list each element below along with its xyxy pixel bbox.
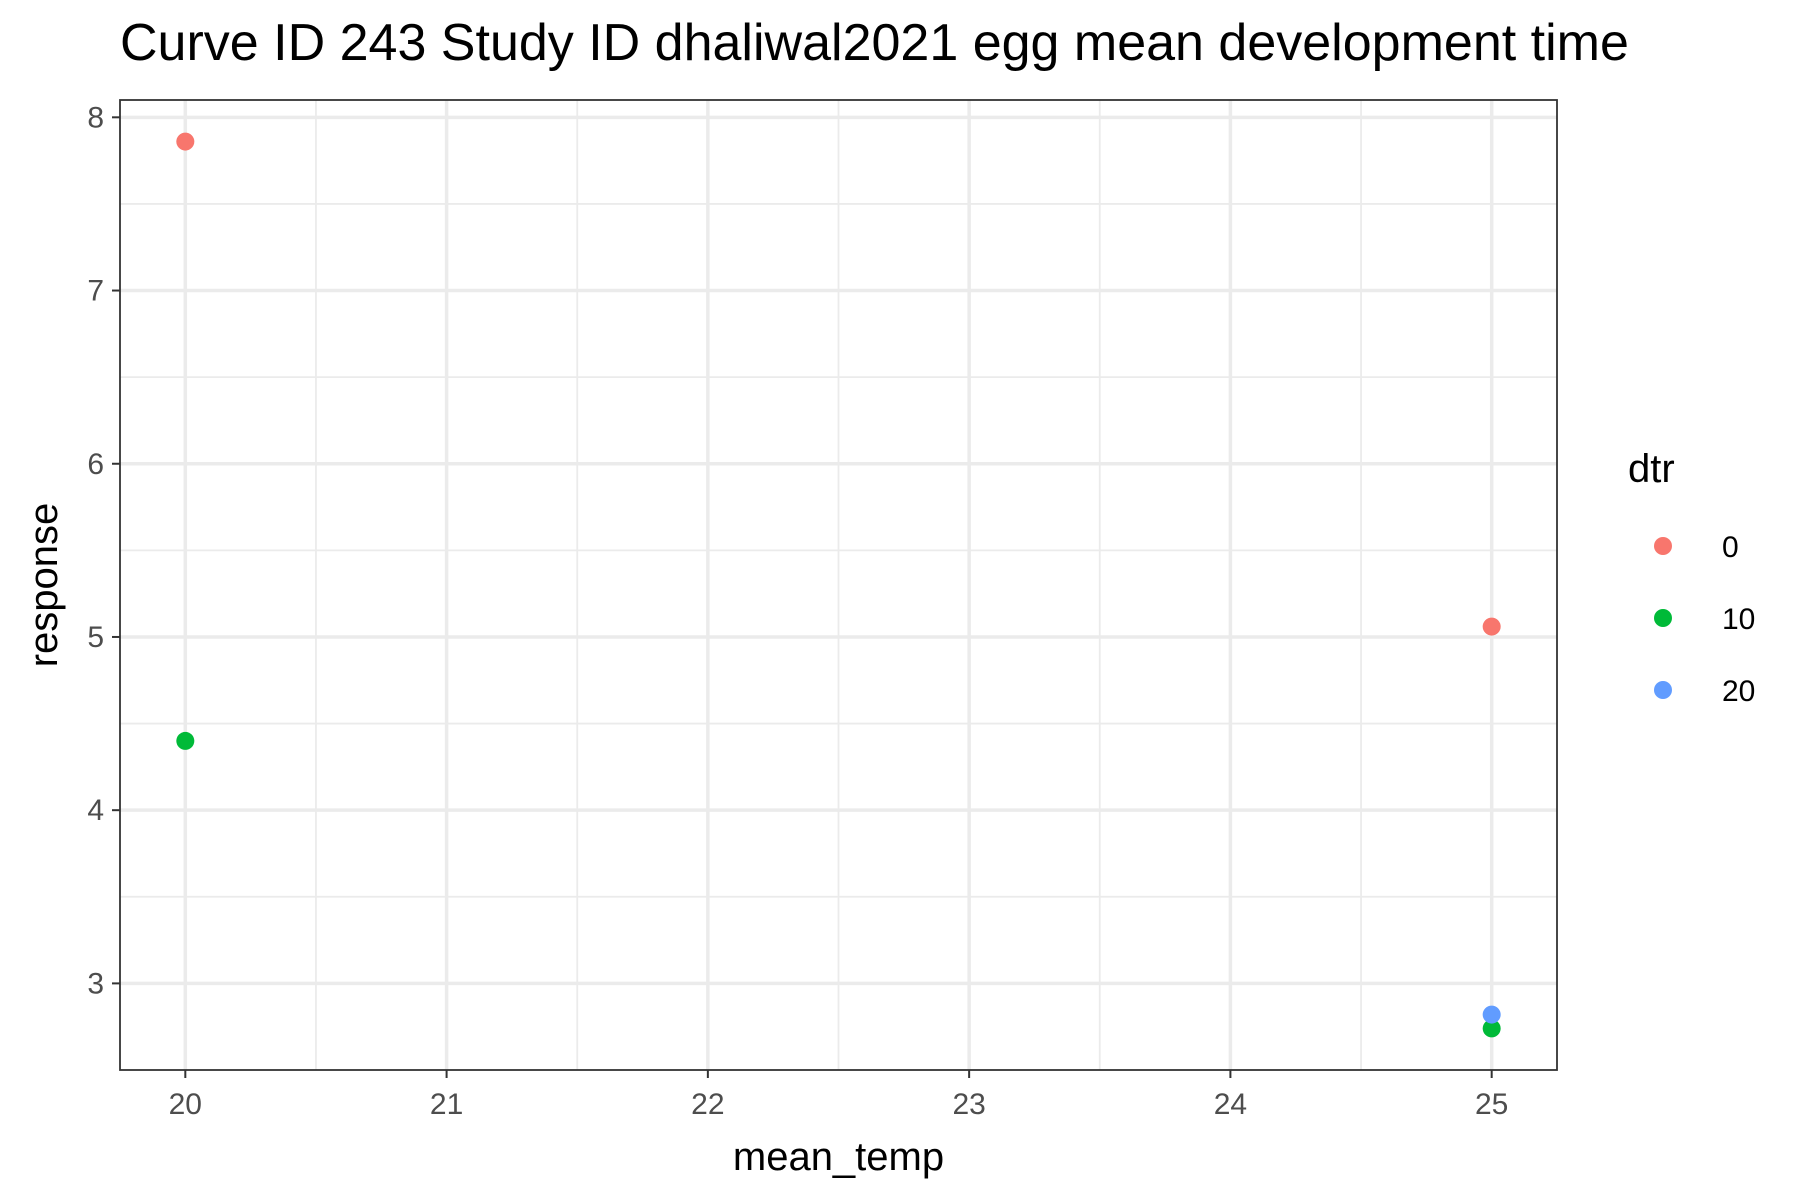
panel-border [119, 99, 1558, 1071]
x-tick-label: 25 [1475, 1088, 1508, 1121]
y-tick-label: 6 [87, 448, 104, 481]
data-points [176, 132, 1501, 1038]
legend-label-dtr-20: 20 [1722, 675, 1755, 708]
minor-gridlines [120, 100, 1557, 1070]
data-point-dtr-0 [176, 132, 195, 151]
y-tick-label: 7 [87, 275, 104, 308]
chart-title: Curve ID 243 Study ID dhaliwal2021 egg m… [120, 14, 1629, 72]
legend-key-dtr-10 [1654, 609, 1672, 627]
x-tick-label: 23 [952, 1088, 985, 1121]
legend-label-dtr-0: 0 [1722, 531, 1739, 564]
data-point-dtr-10 [1482, 1019, 1501, 1038]
x-axis-title: mean_temp [733, 1135, 944, 1179]
legend-title: dtr [1628, 447, 1675, 491]
x-axis: 20 21 22 23 24 25 [169, 1070, 1508, 1121]
y-tick-label: 5 [87, 621, 104, 654]
legend-key-dtr-0 [1654, 537, 1672, 555]
legend-label-dtr-10: 10 [1722, 603, 1755, 636]
y-tick-label: 3 [87, 967, 104, 1000]
x-tick-label: 22 [691, 1088, 724, 1121]
y-tick-label: 8 [87, 101, 104, 134]
legend-key-dtr-20 [1654, 681, 1672, 699]
y-axis-title: response [22, 503, 66, 668]
x-tick-label: 24 [1214, 1088, 1247, 1121]
y-axis: 3 4 5 6 7 8 [87, 101, 120, 1000]
x-tick-label: 20 [169, 1088, 202, 1121]
x-tick-label: 21 [430, 1088, 463, 1121]
y-tick-label: 4 [87, 794, 104, 827]
data-point-dtr-20 [1482, 1005, 1501, 1024]
data-point-dtr-10 [176, 731, 195, 750]
legend: dtr 0 10 20 [1628, 447, 1755, 708]
data-point-dtr-0 [1482, 617, 1501, 636]
major-gridlines [120, 100, 1557, 1070]
